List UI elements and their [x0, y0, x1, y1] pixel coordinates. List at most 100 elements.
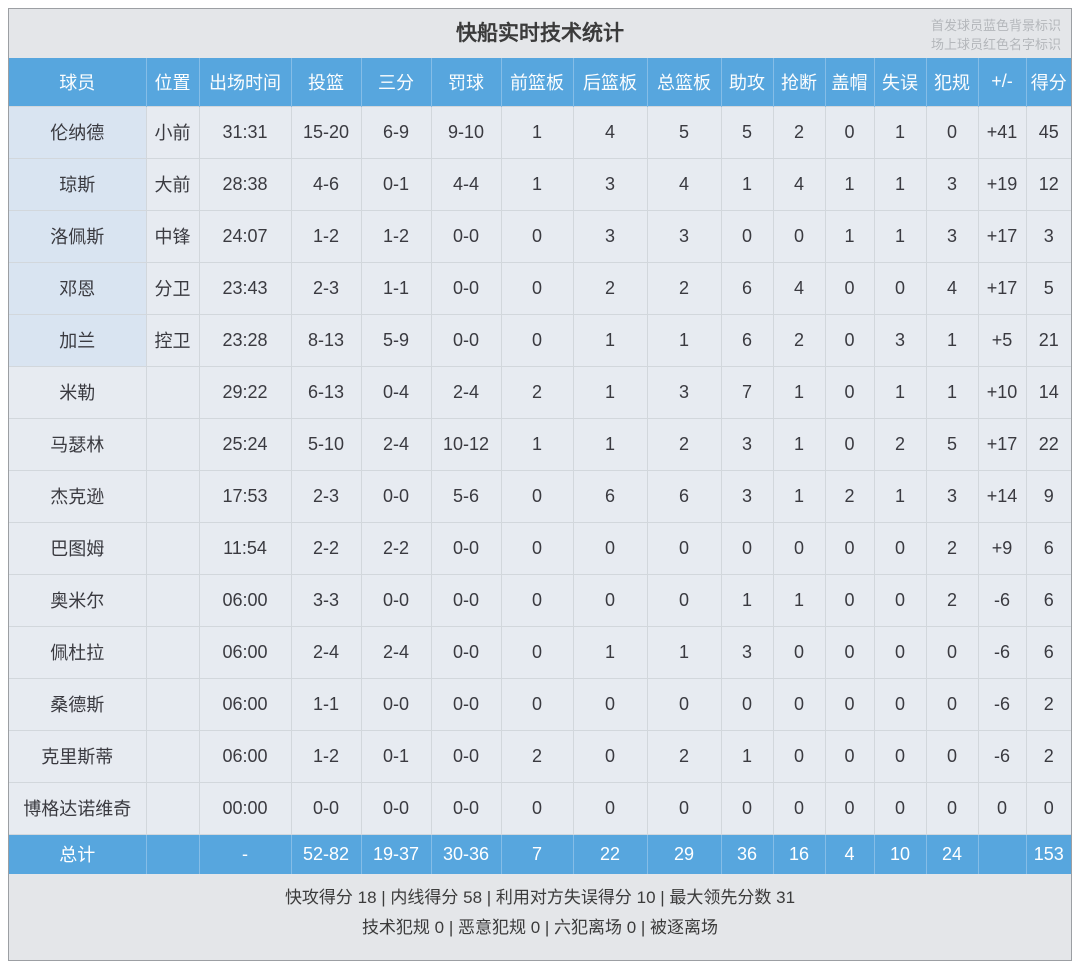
cell-def-rebounds: 3 — [572, 209, 648, 263]
cell-off-rebounds: 2 — [500, 365, 574, 419]
cell-player: 巴图姆 — [9, 521, 147, 575]
cell-def-rebounds: 3 — [572, 157, 648, 211]
cell-blocks: 1 — [824, 157, 875, 211]
total-cell-off-rebounds: 7 — [500, 834, 573, 874]
cell-field-goals: 5-10 — [290, 417, 362, 471]
player-row: 洛佩斯 中锋 24:07 1-2 1-2 0-0 0 3 3 0 0 1 1 3 +17 3 — [9, 209, 1071, 263]
col-header-field-goals: 投篮 — [290, 58, 361, 106]
cell-points: 6 — [1025, 625, 1071, 679]
cell-minutes: 31:31 — [198, 105, 292, 159]
cell-points: 12 — [1025, 157, 1071, 211]
cell-free-throws: 10-12 — [430, 417, 502, 471]
cell-assists: 0 — [720, 209, 774, 263]
cell-points: 22 — [1025, 417, 1071, 471]
cell-blocks: 2 — [824, 469, 875, 523]
cell-total-rebounds: 0 — [646, 781, 722, 835]
cell-position — [145, 729, 200, 783]
total-cell-steals: 16 — [772, 834, 825, 874]
cell-turnovers: 1 — [873, 365, 927, 419]
col-header-total-rebounds: 总篮板 — [646, 58, 721, 106]
cell-blocks: 0 — [824, 261, 875, 315]
cell-total-rebounds: 3 — [646, 209, 722, 263]
cell-position — [145, 625, 200, 679]
cell-assists: 1 — [720, 729, 774, 783]
total-cell-player: 总计 — [9, 834, 146, 874]
cell-plus-minus: +17 — [977, 261, 1027, 315]
legend: 首发球员蓝色背景标识 场上球员红色名字标识 — [931, 16, 1061, 54]
cell-fouls: 0 — [925, 625, 979, 679]
cell-steals: 4 — [772, 261, 826, 315]
cell-assists: 3 — [720, 469, 774, 523]
cell-player: 加兰 — [9, 313, 147, 367]
cell-points: 6 — [1025, 573, 1071, 627]
cell-field-goals: 3-3 — [290, 573, 362, 627]
cell-position — [145, 365, 200, 419]
cell-free-throws: 0-0 — [430, 521, 502, 575]
cell-player: 佩杜拉 — [9, 625, 147, 679]
cell-steals: 0 — [772, 625, 826, 679]
summary-footer: 快攻得分 18 | 内线得分 58 | 利用对方失误得分 10 | 最大领先分数… — [9, 874, 1071, 943]
cell-player: 琼斯 — [9, 157, 147, 211]
cell-off-rebounds: 0 — [500, 625, 574, 679]
cell-plus-minus: +17 — [977, 417, 1027, 471]
cell-three-pointers: 0-0 — [360, 469, 432, 523]
cell-total-rebounds: 2 — [646, 261, 722, 315]
cell-off-rebounds: 1 — [500, 157, 574, 211]
cell-def-rebounds: 1 — [572, 417, 648, 471]
total-cell-assists: 36 — [720, 834, 773, 874]
cell-fouls: 0 — [925, 729, 979, 783]
cell-off-rebounds: 1 — [500, 417, 574, 471]
cell-turnovers: 1 — [873, 209, 927, 263]
cell-turnovers: 3 — [873, 313, 927, 367]
player-row: 博格达诺维奇 00:00 0-0 0-0 0-0 0 0 0 0 0 0 0 0 0 0 — [9, 781, 1071, 835]
cell-three-pointers: 0-4 — [360, 365, 432, 419]
total-cell-field-goals: 52-82 — [290, 834, 361, 874]
cell-player: 邓恩 — [9, 261, 147, 315]
player-row: 巴图姆 11:54 2-2 2-2 0-0 0 0 0 0 0 0 0 2 +9 6 — [9, 521, 1071, 575]
cell-three-pointers: 0-0 — [360, 573, 432, 627]
cell-field-goals: 1-2 — [290, 729, 362, 783]
cell-field-goals: 0-0 — [290, 781, 362, 835]
cell-def-rebounds: 0 — [572, 677, 648, 731]
cell-steals: 1 — [772, 417, 826, 471]
cell-assists: 6 — [720, 261, 774, 315]
cell-total-rebounds: 1 — [646, 625, 722, 679]
cell-off-rebounds: 0 — [500, 313, 574, 367]
cell-fouls: 3 — [925, 209, 979, 263]
cell-off-rebounds: 0 — [500, 261, 574, 315]
cell-free-throws: 4-4 — [430, 157, 502, 211]
cell-fouls: 0 — [925, 677, 979, 731]
cell-player: 博格达诺维奇 — [9, 781, 147, 835]
total-cell-def-rebounds: 22 — [572, 834, 647, 874]
cell-points: 5 — [1025, 261, 1071, 315]
cell-position — [145, 573, 200, 627]
cell-blocks: 0 — [824, 417, 875, 471]
col-header-plus-minus: +/- — [977, 58, 1026, 106]
total-row: 总计 -52-82 19-37 30-36 7 22 29 36 16 4 10 24 153 — [9, 834, 1071, 874]
cell-turnovers: 0 — [873, 625, 927, 679]
cell-field-goals: 1-2 — [290, 209, 362, 263]
stats-body: 伦纳德 小前 31:31 15-20 6-9 9-10 1 4 5 5 2 0 1 0 +41 45 琼斯 大前 2… — [9, 105, 1071, 835]
cell-def-rebounds: 2 — [572, 261, 648, 315]
cell-free-throws: 0-0 — [430, 261, 502, 315]
cell-minutes: 11:54 — [198, 521, 292, 575]
player-row: 琼斯 大前 28:38 4-6 0-1 4-4 1 3 4 1 4 1 1 3 +19 12 — [9, 157, 1071, 211]
total-cell-turnovers: 10 — [873, 834, 926, 874]
player-row: 加兰 控卫 23:28 8-13 5-9 0-0 0 1 1 6 2 0 3 1 +5 21 — [9, 313, 1071, 367]
cell-field-goals: 2-2 — [290, 521, 362, 575]
cell-fouls: 3 — [925, 469, 979, 523]
cell-fouls: 0 — [925, 105, 979, 159]
cell-total-rebounds: 3 — [646, 365, 722, 419]
cell-total-rebounds: 0 — [646, 677, 722, 731]
cell-blocks: 0 — [824, 105, 875, 159]
cell-player: 克里斯蒂 — [9, 729, 147, 783]
total-cell-plus-minus — [977, 834, 1026, 874]
col-header-blocks: 盖帽 — [824, 58, 874, 106]
cell-def-rebounds: 0 — [572, 573, 648, 627]
cell-free-throws: 0-0 — [430, 781, 502, 835]
cell-plus-minus: +9 — [977, 521, 1027, 575]
cell-steals: 0 — [772, 729, 826, 783]
cell-steals: 0 — [772, 209, 826, 263]
total-cell-fouls: 24 — [925, 834, 978, 874]
cell-fouls: 4 — [925, 261, 979, 315]
